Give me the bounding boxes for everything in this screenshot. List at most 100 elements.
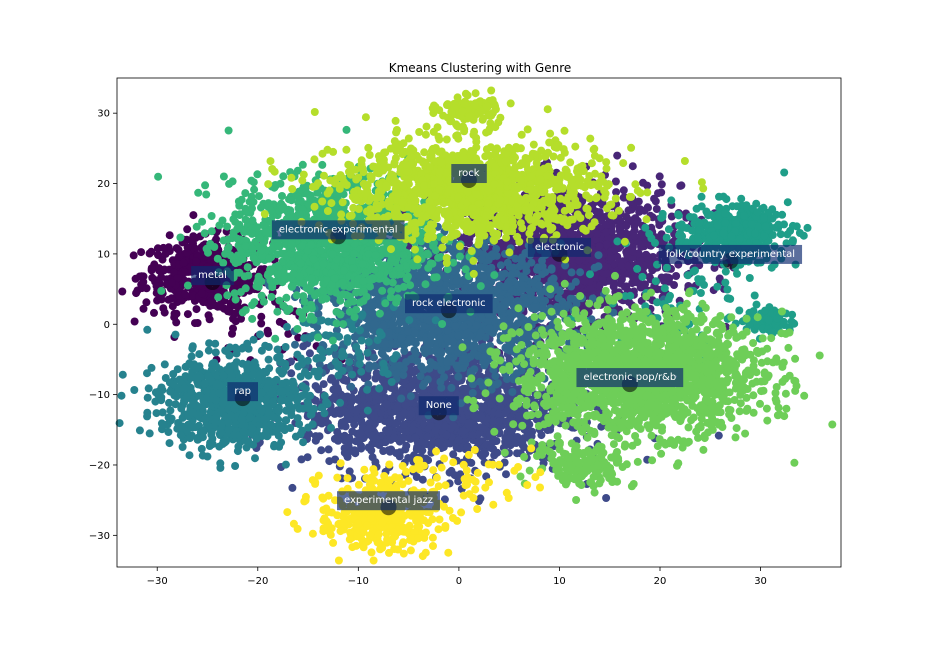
data-point	[538, 270, 547, 278]
data-point	[581, 277, 590, 286]
data-point	[430, 360, 439, 369]
data-point	[634, 197, 643, 206]
data-point	[365, 424, 374, 433]
data-point	[559, 231, 568, 240]
data-point	[408, 382, 416, 390]
data-point	[451, 321, 460, 330]
data-point	[651, 197, 660, 206]
data-point	[475, 377, 484, 386]
data-point	[356, 428, 365, 437]
data-point	[518, 437, 527, 446]
data-point	[142, 298, 151, 307]
data-point	[419, 287, 428, 296]
data-point	[207, 296, 216, 305]
data-point	[350, 446, 359, 455]
data-point	[217, 302, 226, 311]
data-point	[515, 412, 524, 421]
data-point	[137, 248, 146, 257]
data-point	[392, 449, 401, 458]
data-point	[257, 319, 266, 328]
data-point	[400, 347, 409, 355]
data-point	[224, 307, 232, 316]
data-point	[420, 379, 429, 388]
data-point	[657, 188, 666, 197]
data-point	[147, 264, 156, 273]
data-point	[157, 295, 166, 304]
data-point	[533, 263, 542, 272]
data-point	[131, 274, 140, 283]
data-point	[527, 258, 536, 267]
data-point	[287, 369, 296, 378]
data-point	[172, 244, 181, 253]
data-point	[172, 309, 181, 318]
data-point	[676, 181, 685, 190]
data-point	[538, 304, 547, 313]
data-point	[556, 287, 564, 296]
data-point	[168, 278, 176, 287]
data-point	[372, 434, 381, 443]
data-point	[161, 249, 170, 258]
data-point	[303, 453, 312, 462]
data-point	[364, 443, 373, 452]
data-point	[645, 273, 654, 281]
data-point	[568, 262, 577, 271]
data-point	[657, 273, 666, 282]
data-point	[192, 257, 201, 266]
data-point	[381, 340, 390, 349]
data-point	[616, 216, 625, 225]
data-point	[263, 326, 272, 335]
data-point	[129, 251, 138, 260]
data-point	[345, 467, 354, 476]
data-point	[183, 225, 192, 234]
data-point	[607, 227, 616, 236]
data-point	[672, 272, 681, 280]
data-point	[191, 319, 199, 328]
data-point	[477, 314, 486, 323]
data-point	[567, 268, 576, 277]
data-point	[411, 433, 420, 442]
data-point	[633, 216, 642, 225]
data-point	[395, 361, 404, 370]
data-point	[357, 444, 366, 453]
data-point	[180, 290, 189, 299]
data-point	[489, 417, 498, 426]
data-point	[352, 407, 361, 416]
data-point	[297, 455, 306, 464]
data-point	[537, 431, 546, 440]
data-point	[168, 302, 177, 311]
data-point	[664, 273, 672, 282]
data-point	[628, 247, 637, 256]
data-point	[407, 410, 416, 419]
data-point	[183, 243, 192, 252]
data-point	[611, 245, 620, 254]
data-point	[612, 188, 621, 197]
data-point	[464, 419, 473, 428]
data-point	[150, 308, 158, 317]
data-point	[167, 294, 176, 303]
data-point	[639, 178, 647, 187]
data-point	[476, 263, 485, 271]
data-point	[525, 286, 534, 295]
data-point	[615, 223, 624, 231]
data-point	[139, 304, 148, 313]
data-point	[452, 276, 461, 285]
data-point	[288, 483, 297, 492]
data-point	[447, 383, 456, 392]
data-point	[463, 443, 472, 452]
data-point	[498, 304, 507, 313]
data-point	[502, 470, 510, 479]
data-point	[347, 393, 356, 402]
data-point	[454, 331, 463, 340]
data-point	[501, 282, 510, 291]
data-point	[590, 263, 599, 272]
data-point	[257, 312, 266, 321]
data-point	[535, 281, 544, 290]
data-point	[179, 258, 188, 267]
data-point	[337, 421, 346, 430]
data-point	[441, 273, 450, 282]
data-point	[468, 389, 477, 397]
data-point	[531, 303, 540, 311]
data-point	[469, 349, 478, 358]
data-point	[459, 427, 468, 435]
data-point	[319, 380, 328, 389]
